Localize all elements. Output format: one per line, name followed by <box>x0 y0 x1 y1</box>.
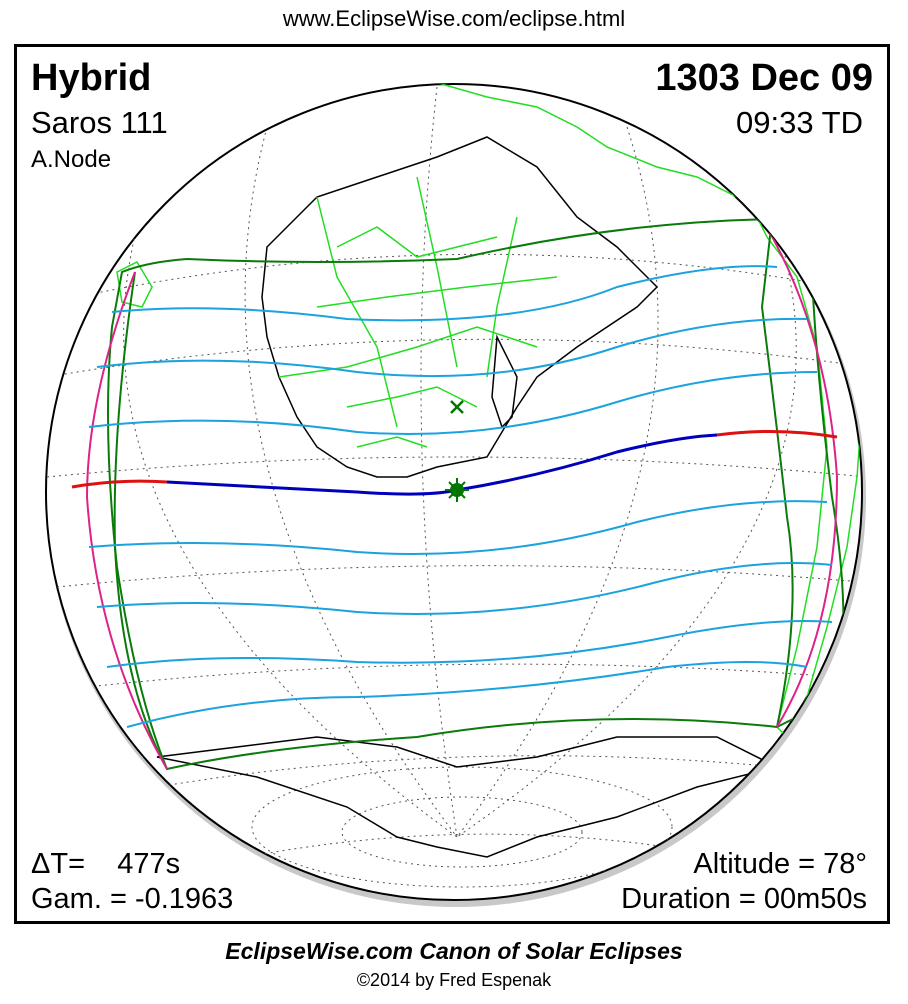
duration: Duration = 00m50s <box>621 883 867 915</box>
greatest-eclipse-marker <box>445 478 469 502</box>
delta-t-label: ΔT= <box>31 848 86 880</box>
eclipse-time: 09:33 TD <box>736 105 863 140</box>
partial-lines <box>88 265 833 728</box>
eclipse-map <box>45 83 866 907</box>
south-america-tip <box>116 261 153 308</box>
delta-t: ΔT= 477s <box>31 848 180 881</box>
subsolar-point-marker <box>450 400 464 414</box>
annular-path-west <box>71 479 168 489</box>
africa-borders <box>278 176 558 448</box>
annular-path-east <box>716 429 838 439</box>
africa-coastline <box>261 136 659 478</box>
penumbral-limit <box>107 217 845 771</box>
eclipse-date: 1303 Dec 09 <box>655 57 873 99</box>
west-limit <box>113 271 168 770</box>
set-curve <box>761 218 839 728</box>
saros-number: Saros 111 <box>31 105 168 140</box>
source-url: www.EclipseWise.com/eclipse.html <box>282 6 626 31</box>
rise-curve <box>85 271 168 770</box>
eclipse-type: Hybrid <box>31 57 152 99</box>
gamma: Gam. = -0.1963 <box>31 883 234 915</box>
node-label: A.Node <box>31 146 112 173</box>
east-limit <box>760 218 794 728</box>
eclipse-map-frame: Hybrid 1303 Dec 09 Saros 111 09:33 TD A.… <box>14 44 890 924</box>
antarctica-coastline <box>156 736 780 858</box>
delta-t-value: 477s <box>117 848 181 880</box>
canon-title: EclipseWise.com Canon of Solar Eclipses <box>225 938 683 964</box>
copyright: ©2014 by Fred Espenak <box>356 970 552 990</box>
altitude: Altitude = 78° <box>693 848 867 880</box>
